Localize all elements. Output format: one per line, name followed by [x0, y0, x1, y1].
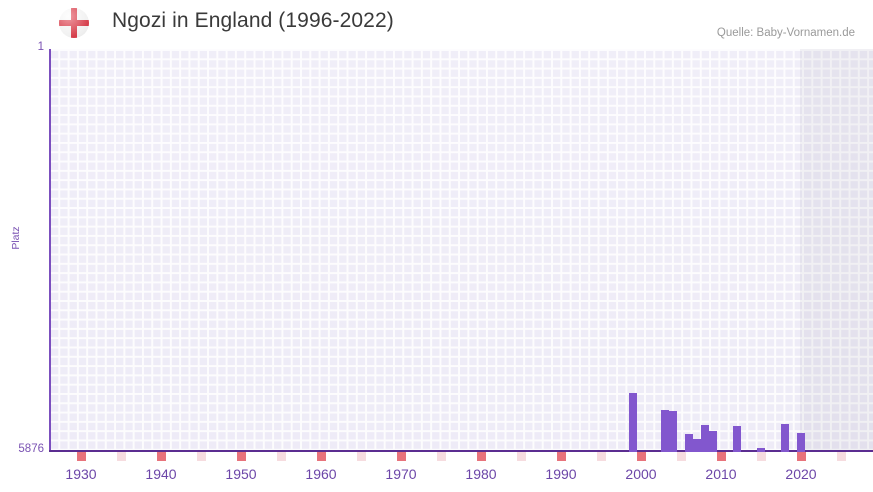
x-axis-tick-label: 1940 — [145, 466, 177, 482]
x-axis-tick-label: 2020 — [785, 466, 817, 482]
x-axis-tick-label: 1990 — [545, 466, 577, 482]
x-axis-tick-label: 1960 — [305, 466, 337, 482]
x-axis-tick-label: 2000 — [625, 466, 657, 482]
plot-area — [49, 49, 873, 461]
bar[interactable] — [781, 424, 789, 452]
bar[interactable] — [661, 410, 669, 452]
x-tick-minor — [676, 452, 686, 461]
x-tick-minor — [116, 452, 126, 461]
x-tick-major — [76, 452, 86, 461]
x-tick-minor — [356, 452, 366, 461]
x-tick-major — [796, 452, 806, 461]
x-tick-major — [636, 452, 646, 461]
chart-title: Ngozi in England (1996-2022) — [112, 9, 394, 32]
x-tick-minor — [836, 452, 846, 461]
bar[interactable] — [709, 431, 717, 452]
x-tick-minor — [276, 452, 286, 461]
bar[interactable] — [701, 425, 709, 452]
out-of-range-region — [800, 49, 873, 452]
x-tick-major — [716, 452, 726, 461]
x-tick-minor — [756, 452, 766, 461]
chart-header: Ngozi in England (1996-2022) Quelle: Bab… — [0, 0, 873, 46]
y-axis-line — [49, 49, 51, 452]
x-tick-minor — [196, 452, 206, 461]
bar[interactable] — [733, 426, 741, 452]
x-tick-minor — [516, 452, 526, 461]
y-axis-top-label: 1 — [37, 41, 44, 53]
bar[interactable] — [669, 411, 677, 452]
x-tick-minor — [436, 452, 446, 461]
x-axis-tick-label: 1980 — [465, 466, 497, 482]
y-axis-bottom-label: 5876 — [18, 443, 44, 455]
x-tick-major — [556, 452, 566, 461]
x-axis-tick-label: 1930 — [65, 466, 97, 482]
bar[interactable] — [629, 393, 637, 452]
x-tick-major — [156, 452, 166, 461]
x-axis-tick-label: 1970 — [385, 466, 417, 482]
bar[interactable] — [685, 434, 693, 452]
x-tick-major — [316, 452, 326, 461]
y-axis-title: Platz — [10, 226, 22, 250]
x-axis-line — [49, 450, 873, 452]
x-axis-tick-label: 2010 — [705, 466, 737, 482]
x-tick-major — [396, 452, 406, 461]
england-flag-circle-icon — [59, 8, 89, 38]
plot-grid — [49, 49, 873, 452]
x-tick-minor — [596, 452, 606, 461]
x-axis-tick-label: 1950 — [225, 466, 257, 482]
chart-source: Quelle: Baby-Vornamen.de — [716, 27, 855, 39]
x-tick-major — [476, 452, 486, 461]
x-tick-major — [236, 452, 246, 461]
bar[interactable] — [693, 439, 701, 452]
flag-gloss — [59, 8, 89, 38]
bar[interactable] — [797, 433, 805, 452]
bar[interactable] — [757, 448, 765, 452]
